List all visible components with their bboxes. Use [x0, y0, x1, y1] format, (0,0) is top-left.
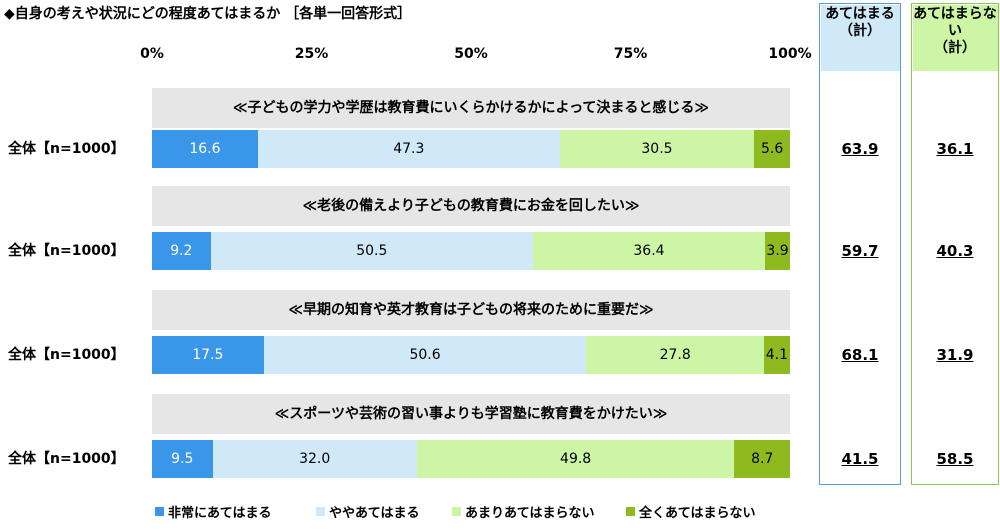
question-band — [152, 394, 790, 434]
legend-item: 全くあてはまらない — [626, 502, 755, 521]
summary-column-header-bg — [820, 4, 900, 71]
summary-value: 40.3 — [936, 242, 974, 260]
question-title: ≪スポーツや芸術の習い事よりも学習塾に教育費をかけたい≫ — [274, 406, 668, 422]
summary-value: 68.1 — [841, 346, 879, 364]
question-band — [152, 186, 790, 226]
summary-column-header: あてはまる （計） — [825, 6, 895, 39]
bar-segment: 50.5 — [210, 232, 533, 270]
x-tick-label: 25% — [294, 46, 329, 62]
x-tick-label: 75% — [613, 46, 648, 62]
bar-segment: 4.1 — [763, 336, 790, 374]
bar-segment: 9.5 — [152, 440, 213, 478]
row-label: 全体【n=1000】 — [8, 347, 125, 363]
legend-swatch — [155, 507, 164, 516]
bar-segment: 36.4 — [532, 232, 766, 270]
summary-value: 63.9 — [841, 140, 879, 158]
bar-segment: 50.6 — [263, 336, 587, 374]
bar-segment: 30.5 — [559, 130, 755, 168]
summary-value: 31.9 — [936, 346, 974, 364]
summary-value: 58.5 — [936, 450, 974, 468]
x-tick-label: 100% — [768, 46, 812, 62]
row-label: 全体【n=1000】 — [8, 141, 125, 157]
summary-column-1 — [819, 3, 901, 485]
row-label: 全体【n=1000】 — [8, 451, 125, 467]
summary-value: 59.7 — [841, 242, 879, 260]
legend-label: ややあてはまる — [329, 506, 420, 521]
question-title: ≪子どもの学力や学歴は教育費にいくらかけるかによって決まると感じる≫ — [232, 100, 710, 116]
summary-value: 41.5 — [841, 450, 879, 468]
bar-segment: 5.6 — [754, 130, 790, 168]
bar-segment: 49.8 — [416, 440, 735, 478]
legend-swatch — [626, 507, 635, 516]
bar-segment: 16.6 — [152, 130, 258, 168]
question-title: ≪早期の知育や英才教育は子どもの将来のために重要だ≫ — [288, 302, 654, 318]
legend-label: 非常にあてはまる — [168, 506, 272, 521]
bar-segment: 3.9 — [765, 232, 790, 270]
legend-swatch — [452, 507, 461, 516]
bar-segment: 27.8 — [586, 336, 764, 374]
x-tick-label: 0% — [140, 46, 164, 62]
question-title: ≪老後の備えより子どもの教育費にお金を回したい≫ — [302, 198, 640, 214]
x-tick-label: 50% — [454, 46, 488, 62]
legend-item: 非常にあてはまる — [155, 502, 271, 521]
chart-title: ◆自身の考えや状況にどの程度あてはまるか ［各単一回答形式］ — [4, 6, 412, 22]
legend-label: あまりあてはまらない — [465, 506, 595, 521]
legend-label: 全くあてはまらない — [639, 506, 756, 521]
bar-segment: 32.0 — [212, 440, 417, 478]
bar-segment: 17.5 — [152, 336, 264, 374]
summary-column-header-bg — [912, 4, 998, 71]
legend-item: あまりあてはまらない — [452, 502, 594, 521]
summary-value: 36.1 — [936, 140, 974, 158]
row-label: 全体【n=1000】 — [8, 243, 125, 259]
bar-segment: 47.3 — [257, 130, 560, 168]
bar-segment: 9.2 — [152, 232, 211, 270]
question-band — [152, 290, 790, 330]
summary-column-2 — [911, 3, 999, 485]
summary-column-header: あてはまらない （計） — [913, 6, 997, 56]
question-band — [152, 88, 790, 128]
bar-segment: 8.7 — [734, 440, 790, 478]
legend-swatch — [316, 507, 325, 516]
legend-item: ややあてはまる — [316, 502, 419, 521]
